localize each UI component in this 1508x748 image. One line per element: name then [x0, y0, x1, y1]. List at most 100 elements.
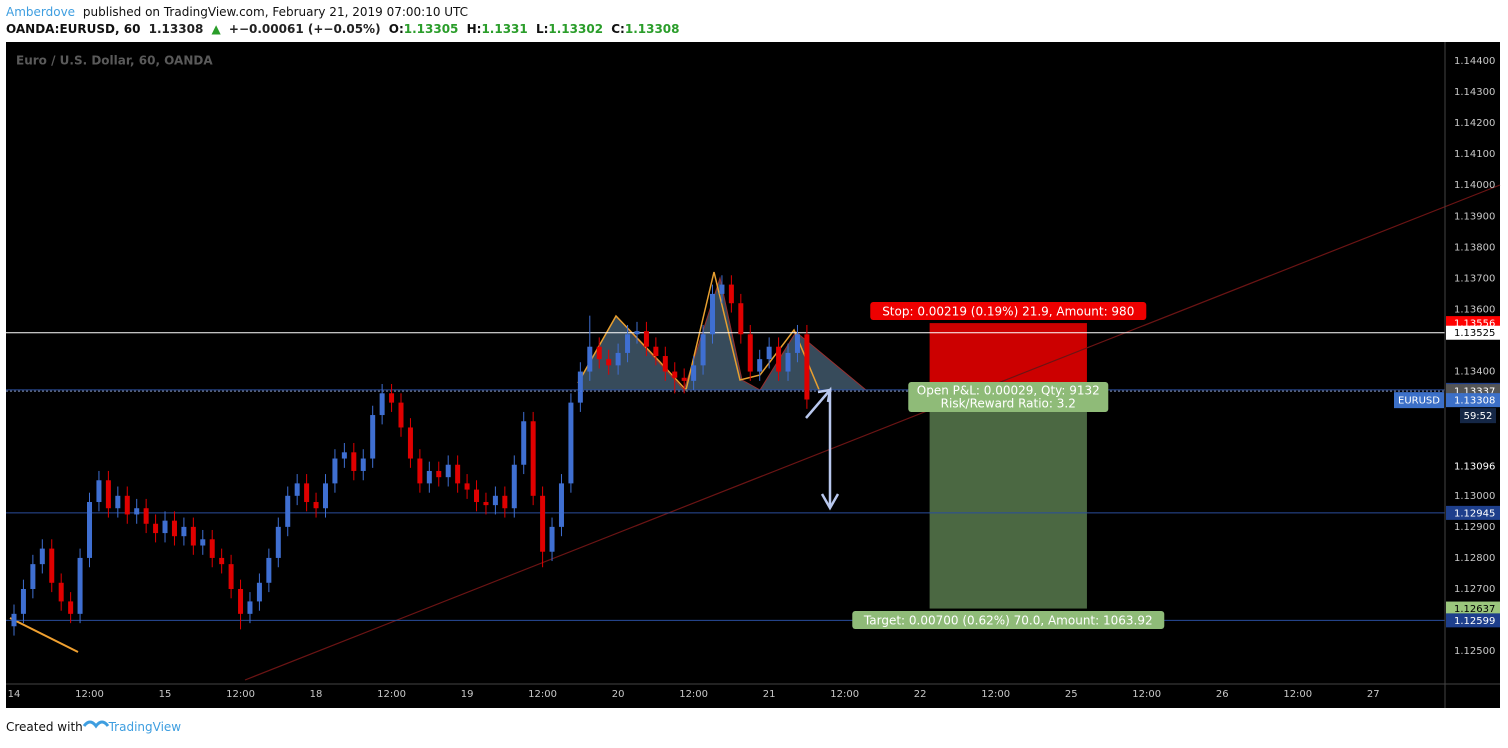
candle-body: [351, 452, 357, 471]
arrow-head-down: [820, 493, 840, 511]
candle-body: [304, 483, 310, 503]
candle-body: [77, 557, 83, 614]
candle-body: [738, 303, 744, 335]
candle-body: [417, 458, 423, 484]
candle-body: [719, 284, 725, 294]
candle-body: [464, 483, 470, 490]
x-tick-label: 12:00: [226, 689, 255, 700]
brand[interactable]: TradingView: [108, 720, 182, 734]
price-badge: [1446, 458, 1500, 473]
target-zone: [929, 391, 1087, 609]
arrow: ▲: [211, 22, 221, 36]
y-tick-label: 1.13900: [1454, 211, 1495, 222]
candle-body: [794, 334, 800, 353]
price-badge-label: 1.12945: [1454, 508, 1495, 519]
candle-body: [153, 523, 159, 534]
x-tick-label: 12:00: [1283, 689, 1312, 700]
price-badge-label: 1.12637: [1454, 604, 1495, 615]
candle-body: [105, 480, 111, 509]
symbol-tag-bg: [1394, 392, 1444, 409]
y-tick-label: 1.13700: [1454, 273, 1495, 284]
x-tick-label: 15: [159, 689, 172, 700]
countdown-bg: [1460, 408, 1496, 424]
candle-body: [757, 359, 763, 372]
candle-body: [49, 548, 55, 583]
candle-body: [747, 334, 753, 372]
change: +−0.00061 (+−0.05%): [229, 22, 381, 36]
pattern-wave: [577, 271, 821, 393]
y-tick-label: 1.13000: [1454, 491, 1495, 502]
candle-body: [700, 334, 706, 366]
logo: [82, 720, 110, 729]
pnl-label: Open P&L: 0.00029, Qty: 9132: [917, 384, 1100, 398]
price-badge-label: 1.12599: [1454, 616, 1495, 627]
candle-body: [445, 464, 451, 478]
pattern-fill: [578, 278, 866, 390]
candle-body: [115, 495, 121, 509]
target-label-bg: [852, 611, 1165, 629]
candle-body: [134, 508, 140, 515]
pnl-bg: [908, 382, 1109, 412]
candle-body: [710, 293, 716, 335]
y-tick-label: 1.12900: [1454, 522, 1495, 533]
x-tick-label: 20: [612, 689, 625, 700]
y-tick-label: 1.13400: [1454, 367, 1495, 378]
candle-body: [634, 331, 640, 335]
candle-body: [20, 588, 26, 614]
quote-line: OANDA:EURUSD, 60 1.13308 ▲ +−0.00061 (+−…: [6, 22, 680, 36]
y-tick-label: 1.13800: [1454, 242, 1495, 253]
candle-body: [285, 495, 291, 527]
price-badge-label: 1.13337: [1454, 387, 1495, 398]
x-tick-label: 19: [461, 689, 474, 700]
x-tick-label: 26: [1216, 689, 1229, 700]
price-badge: [1446, 325, 1500, 340]
candle-body: [124, 495, 130, 515]
plot: Stop: 0.00219 (0.19%) 21.9, Amount: 980 O…: [6, 56, 1501, 700]
h-label: H:: [467, 22, 482, 36]
x-tick-label: 27: [1367, 689, 1380, 700]
l-label: L:: [536, 22, 548, 36]
price-badge: [1446, 613, 1500, 628]
candle-body: [190, 526, 196, 546]
candle-body: [785, 352, 791, 372]
candle-body: [247, 601, 253, 614]
candle-body: [502, 495, 508, 509]
candle-body: [691, 365, 697, 381]
candle-body: [58, 582, 64, 602]
candle-body: [407, 427, 413, 459]
candle-body: [436, 470, 442, 478]
candle-body: [219, 557, 225, 565]
y-tick-label: 1.12700: [1454, 584, 1495, 595]
candle-body: [238, 588, 244, 614]
candle-body: [728, 284, 734, 304]
candle-body: [11, 613, 17, 627]
close: 1.13308: [625, 22, 680, 36]
chart-title: Euro / U.S. Dollar, 60, OANDA: [16, 54, 213, 68]
candle-body: [389, 393, 395, 403]
x-tick-label: 12:00: [981, 689, 1010, 700]
candle-body: [804, 334, 810, 400]
y-tick-label: 1.12800: [1454, 553, 1495, 564]
candle-body: [662, 356, 668, 372]
x-tick-label: 18: [310, 689, 323, 700]
candle-body: [615, 352, 621, 366]
candle-body: [483, 502, 489, 506]
candle-body: [398, 402, 404, 428]
candle-body: [228, 564, 234, 589]
candle-body: [68, 601, 74, 614]
y-tick-label: 1.14100: [1454, 149, 1495, 160]
x-tick-label: 12:00: [75, 689, 104, 700]
x-tick-label: 12:00: [1132, 689, 1161, 700]
candle-body: [776, 346, 782, 372]
stop-label-bg: [870, 302, 1147, 320]
candle-body: [492, 495, 498, 506]
header: Amberdove published on TradingView.com, …: [6, 5, 468, 19]
candle-body: [766, 346, 772, 360]
high: 1.1331: [481, 22, 527, 36]
candle-body: [625, 334, 631, 353]
candle-body: [606, 359, 612, 366]
author[interactable]: Amberdove: [6, 5, 75, 19]
price-badge-label: 1.13525: [1454, 328, 1495, 339]
candle-body: [370, 415, 376, 459]
price-badge-label: 1.13096: [1454, 461, 1495, 472]
